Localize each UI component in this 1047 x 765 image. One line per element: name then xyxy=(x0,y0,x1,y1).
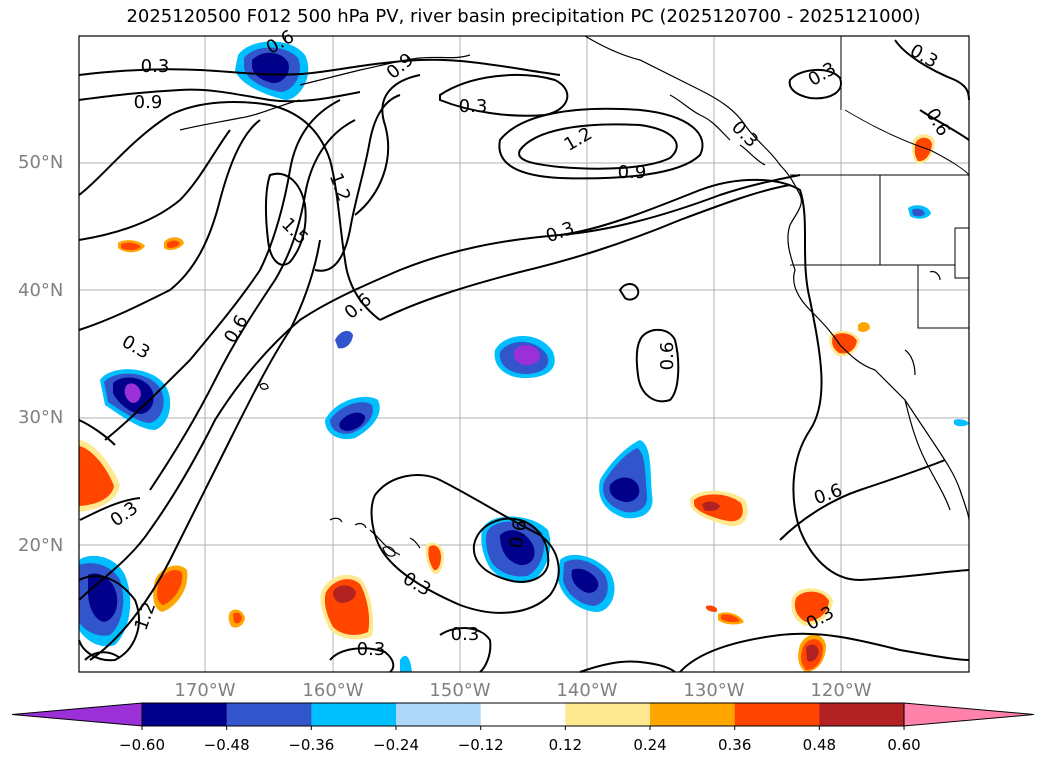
colorbar-tick-label: −0.24 xyxy=(373,736,419,754)
lon-label-140w: 140°W xyxy=(556,680,618,701)
positive-precip-blobs xyxy=(79,134,935,672)
contour-label: 0.6 xyxy=(657,342,678,371)
contour-label: 0.3 xyxy=(141,56,170,77)
lat-label-30n: 30°N xyxy=(18,407,64,428)
colorbar-tick-label: 0.60 xyxy=(887,736,921,754)
lon-label-170w: 170°W xyxy=(174,680,236,701)
neg-blob-small-bottom xyxy=(400,655,412,672)
lon-label-150w: 150°W xyxy=(429,680,491,701)
lat-label-50n: 50°N xyxy=(18,152,64,173)
lon-label-130w: 130°W xyxy=(683,680,745,701)
colorbar-tick-label: −0.12 xyxy=(457,736,504,754)
neg-blob-small-160w xyxy=(335,330,353,349)
map-frame xyxy=(78,35,970,673)
islands xyxy=(259,270,941,557)
map-title: 2025120500 F012 500 hPa PV, river basin … xyxy=(126,6,921,27)
lon-label-120w: 120°W xyxy=(810,680,872,701)
lat-label-40n: 40°N xyxy=(18,280,64,301)
contour-label: 0.3 xyxy=(459,96,488,117)
colorbar-tick-label: 0.24 xyxy=(633,736,667,754)
contour-label: 0.6 xyxy=(506,518,532,550)
lon-label-160w: 160°W xyxy=(302,680,364,701)
colorbar-tick-label: 0.48 xyxy=(802,736,837,754)
colorbar-tick-label: −0.48 xyxy=(203,736,250,754)
colorbar-tick-label: 0.12 xyxy=(548,736,583,754)
pos-blob-130w-15n xyxy=(705,605,718,612)
political-borders xyxy=(790,36,970,329)
pv-contours xyxy=(78,39,970,673)
negative-precip-blobs xyxy=(79,41,969,672)
colorbar-tick-label: −0.60 xyxy=(119,736,165,754)
lat-label-20n: 20°N xyxy=(18,535,64,556)
coastlines xyxy=(179,35,970,521)
colorbar-tick-label: 0.36 xyxy=(717,736,752,754)
contour-label: 0.3 xyxy=(451,624,480,645)
contour-label: 0.9 xyxy=(618,162,647,183)
contour-label: 0.3 xyxy=(357,639,386,660)
contour-label: 0.9 xyxy=(134,92,163,113)
colorbar-tick-label: −0.36 xyxy=(288,736,335,754)
neg-blob-small-east xyxy=(954,419,969,427)
